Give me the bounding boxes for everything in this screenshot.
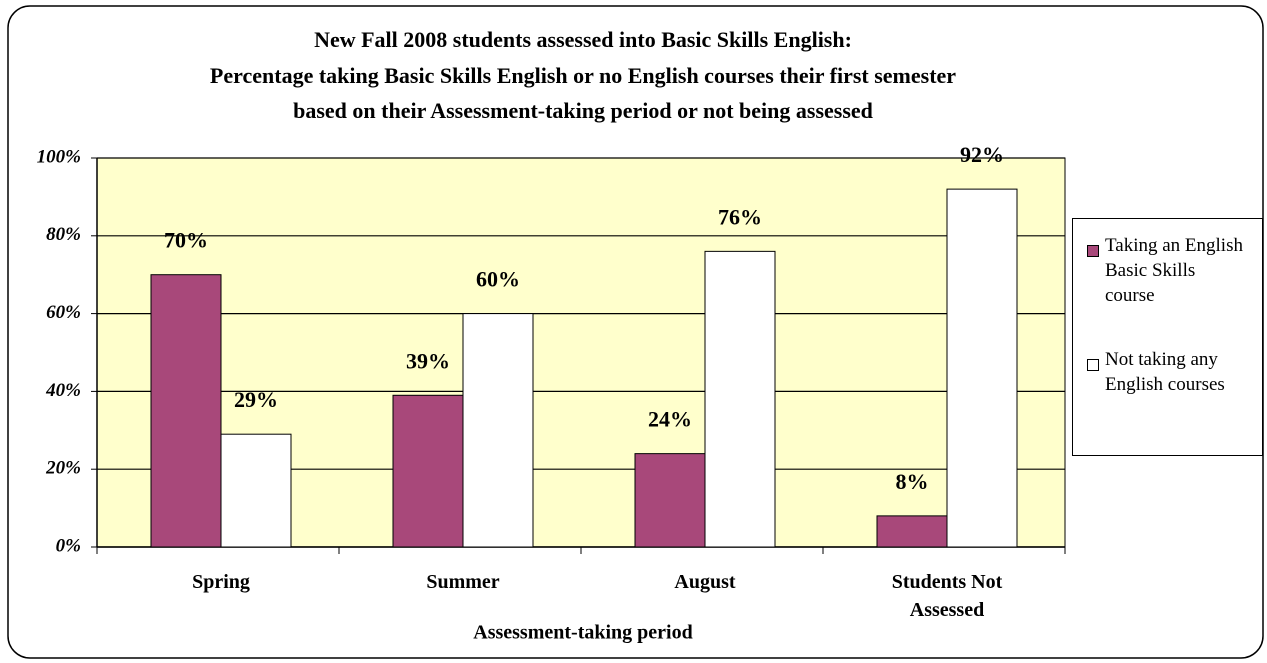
bar xyxy=(150,274,222,548)
y-tick-label: 20% xyxy=(45,458,81,479)
bar xyxy=(946,188,1018,548)
bar xyxy=(876,515,948,548)
legend-swatch xyxy=(1087,359,1099,371)
x-tick-label: Students Not Assessed xyxy=(891,571,1003,621)
chart-title: Percentage taking Basic Skills English o… xyxy=(210,63,956,88)
data-label: 24% xyxy=(648,407,692,432)
chart-title: based on their Assessment-taking period … xyxy=(293,98,873,123)
legend-label: Taking an English Basic Skills course xyxy=(1105,235,1243,306)
data-label: 76% xyxy=(718,204,762,229)
data-label: 70% xyxy=(164,228,208,253)
bar xyxy=(704,250,776,548)
legend-swatch xyxy=(1087,245,1099,257)
chart-title: New Fall 2008 students assessed into Bas… xyxy=(314,27,852,52)
legend-label: Not taking any English courses xyxy=(1105,349,1225,395)
x-axis-title: Assessment-taking period xyxy=(473,622,692,644)
x-tick-label: Summer xyxy=(426,571,500,593)
y-tick-label: 40% xyxy=(45,380,81,401)
bar xyxy=(462,313,534,548)
data-label: 29% xyxy=(234,387,278,412)
data-label: 92% xyxy=(960,142,1004,167)
y-tick-label: 80% xyxy=(46,224,81,245)
y-tick-label: 0% xyxy=(56,535,81,556)
legend-item: Taking an English Basic Skills course xyxy=(1087,233,1257,308)
y-tick-label: 60% xyxy=(46,302,81,323)
legend-item: Not taking any English courses xyxy=(1087,347,1257,397)
x-tick-label: August xyxy=(674,571,736,593)
data-label: 39% xyxy=(406,348,450,373)
bar xyxy=(634,453,706,548)
x-tick-label: Spring xyxy=(192,571,250,593)
y-tick-label: 100% xyxy=(37,146,81,167)
legend: Taking an English Basic Skills course Not… xyxy=(1072,218,1263,456)
data-label: 8% xyxy=(896,469,929,494)
data-label: 60% xyxy=(476,267,520,292)
bar xyxy=(220,433,292,548)
bar xyxy=(392,394,464,548)
